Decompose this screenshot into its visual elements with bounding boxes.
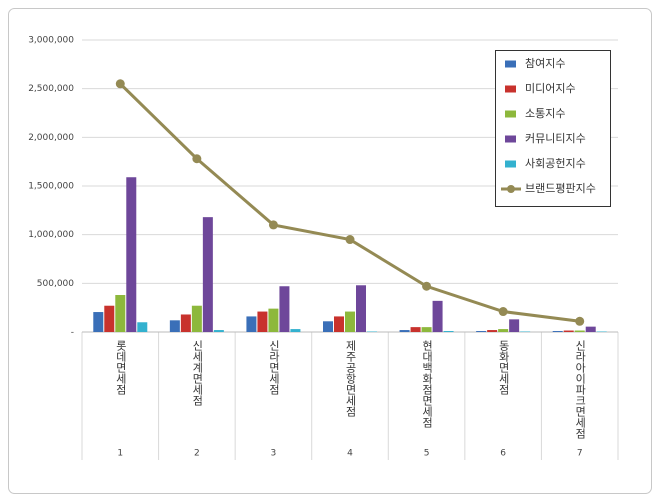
y-tick-label: - [71,328,74,338]
x-tick-label: 신세계면세점 [191,340,204,406]
bar [563,330,574,332]
line-marker [268,220,278,230]
bar [509,319,520,332]
legend-swatch [505,160,516,168]
legend-swatch [505,110,516,118]
bar [115,295,126,332]
legend-swatch [505,135,516,143]
bar [137,322,148,332]
legend-label: 참여지수 [525,57,565,70]
bar [246,316,257,332]
bar [410,327,421,332]
x-tick-label: 제주공항면세점 [344,340,357,417]
y-tick-label: 3,000,000 [28,36,74,46]
x-tick-label: 신라아이파크면세점 [574,340,587,439]
legend-label: 소통지수 [525,107,565,120]
legend-swatch [505,60,516,68]
bar [169,320,180,332]
bar [290,329,301,332]
bar [180,314,191,332]
legend-label: 브랜드평판지수 [525,182,596,195]
bar [498,329,509,332]
x-tick-label: 롯데면세점 [114,340,127,395]
legend-label: 미디어지수 [525,82,576,95]
x-tick-label: 현대백화점면세점 [421,340,434,428]
category-number: 6 [500,449,506,459]
bar [487,330,498,332]
line-marker [498,307,508,317]
line-marker [422,281,432,291]
bar [574,330,585,332]
x-tick-label: 동화면세점 [497,340,510,395]
category-number: 3 [271,449,277,459]
bar [585,326,596,332]
bar [93,312,104,332]
category-number: 4 [347,449,353,459]
category-number: 5 [424,449,430,459]
bar [399,330,410,332]
y-tick-label: 1,000,000 [28,230,74,240]
bar [552,331,563,332]
line-marker [345,235,355,245]
bar [279,286,290,332]
y-tick-label: 500,000 [37,279,74,289]
line-marker [192,154,202,164]
category-number: 7 [577,449,583,459]
legend-swatch [505,85,516,93]
x-tick-label: 신라면세점 [267,340,280,395]
y-tick-label: 1,500,000 [28,182,74,192]
bar [323,321,333,332]
legend-label: 사회공헌지수 [525,157,586,170]
bar [268,308,279,332]
category-number: 2 [194,449,200,459]
bar [126,177,137,332]
bar [334,316,344,332]
legend-box [495,50,611,207]
y-tick-label: 2,500,000 [28,84,74,94]
line-marker [115,79,125,89]
bar [202,217,213,332]
bar [356,285,366,332]
bar [213,330,224,332]
bar [432,300,443,332]
bar [443,331,454,332]
bar [191,305,202,332]
bar [476,331,487,332]
bar [257,311,268,332]
legend-label: 커뮤니티지수 [525,132,586,145]
line-marker [575,316,585,326]
bar [104,305,115,332]
category-number: 1 [117,449,123,459]
bar [345,311,355,332]
legend-swatch [507,185,515,193]
y-tick-label: 2,000,000 [28,133,74,143]
bar [421,327,432,332]
